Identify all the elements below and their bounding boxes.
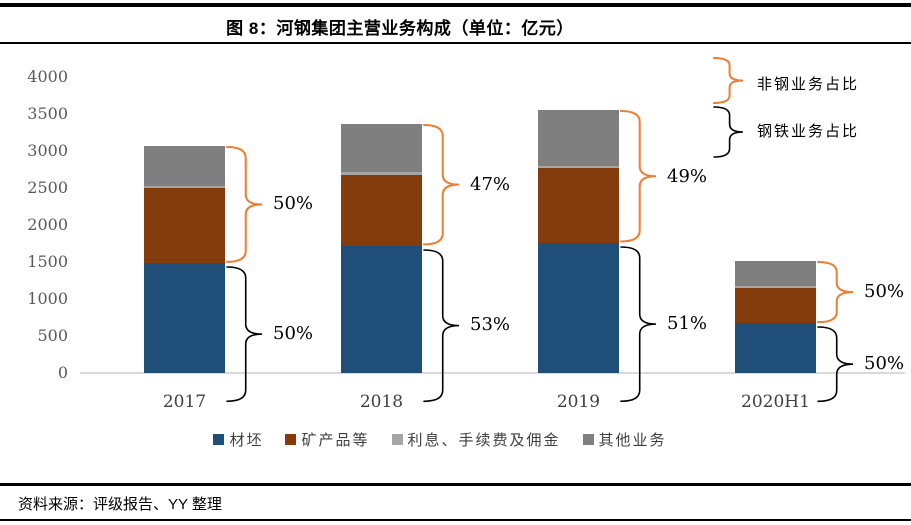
y-axis-label: 0 [57, 363, 68, 382]
pct-label-non-steel: 50% [273, 193, 314, 215]
bar-segment [341, 124, 422, 173]
bottom-rule [0, 519, 911, 521]
legend-item: 其他业务 [582, 429, 667, 450]
pct-label-non-steel: 50% [864, 280, 905, 302]
steel-brace [226, 265, 262, 402]
pct-label-steel: 53% [470, 314, 511, 336]
bar-segment [538, 242, 619, 373]
x-axis-line [80, 372, 905, 374]
bar-segment [341, 174, 422, 246]
annotation-steel-label: 钢铁业务占比 [757, 122, 860, 140]
y-axis-label: 500 [37, 326, 68, 345]
chart-legend: 材坯 矿产品等 利息、手续费及佣金 其他业务 [0, 428, 880, 450]
steel-brace [817, 325, 853, 402]
pct-label-non-steel: 47% [470, 174, 511, 196]
pct-label-steel: 50% [273, 322, 314, 344]
legend-label: 矿产品等 [301, 430, 370, 449]
x-axis-label: 2019 [556, 392, 601, 412]
source-note: 资料来源：评级报告、YY 整理 [18, 496, 222, 513]
top-rule [0, 3, 911, 7]
non-steel-brace [620, 110, 657, 243]
bar-segment [538, 110, 619, 166]
bar-segment [341, 172, 422, 175]
legend-label: 其他业务 [598, 430, 667, 449]
steel-brace [620, 245, 656, 402]
pct-label-steel: 50% [864, 352, 905, 374]
bar-segment [735, 322, 816, 373]
annotation-non-steel-label: 非钢业务占比 [757, 75, 860, 93]
y-axis-label: 4000 [27, 67, 68, 86]
legend-swatch-icon [213, 433, 225, 445]
non-steel-key-brace [713, 57, 744, 104]
footer-divider [0, 483, 911, 486]
y-axis-label: 1500 [27, 252, 68, 271]
bar-segment [144, 185, 225, 188]
bar-segment [538, 165, 619, 169]
legend-swatch-icon [285, 433, 297, 445]
bar-segment [144, 262, 225, 373]
bar-segment [735, 286, 816, 288]
bar-segment [144, 188, 225, 263]
bar-segment [538, 168, 619, 243]
y-axis-label: 3000 [27, 141, 68, 160]
bar-segment [341, 245, 422, 373]
legend-item: 利息、手续费及佣金 [391, 429, 561, 450]
x-axis-label: 2018 [359, 392, 404, 412]
bar-segment [735, 287, 816, 323]
legend-label: 利息、手续费及佣金 [407, 430, 561, 449]
bar-segment [735, 260, 816, 287]
legend-swatch-icon [391, 433, 403, 445]
steel-brace [423, 248, 459, 402]
non-steel-brace [226, 145, 263, 263]
x-axis-label: 2020H1 [741, 392, 810, 412]
legend-swatch-icon [582, 433, 594, 445]
steel-key-brace [713, 106, 744, 158]
y-axis-label: 1000 [27, 289, 68, 308]
non-steel-brace [817, 260, 854, 323]
legend-item: 材坯 [213, 429, 263, 450]
pct-label-steel: 51% [667, 312, 708, 334]
pct-label-non-steel: 49% [667, 165, 708, 187]
bar-segment [144, 145, 225, 186]
non-steel-brace [423, 124, 460, 246]
y-axis-label: 2500 [27, 178, 68, 197]
x-axis-label: 2017 [162, 392, 207, 412]
legend-item: 矿产品等 [285, 429, 369, 450]
figure-title: 图 8：河钢集团主营业务构成（单位：亿元） [226, 19, 574, 38]
y-axis-label: 3500 [27, 104, 68, 123]
legend-label: 材坯 [229, 430, 264, 449]
title-divider [0, 42, 911, 44]
y-axis-label: 2000 [27, 215, 68, 234]
